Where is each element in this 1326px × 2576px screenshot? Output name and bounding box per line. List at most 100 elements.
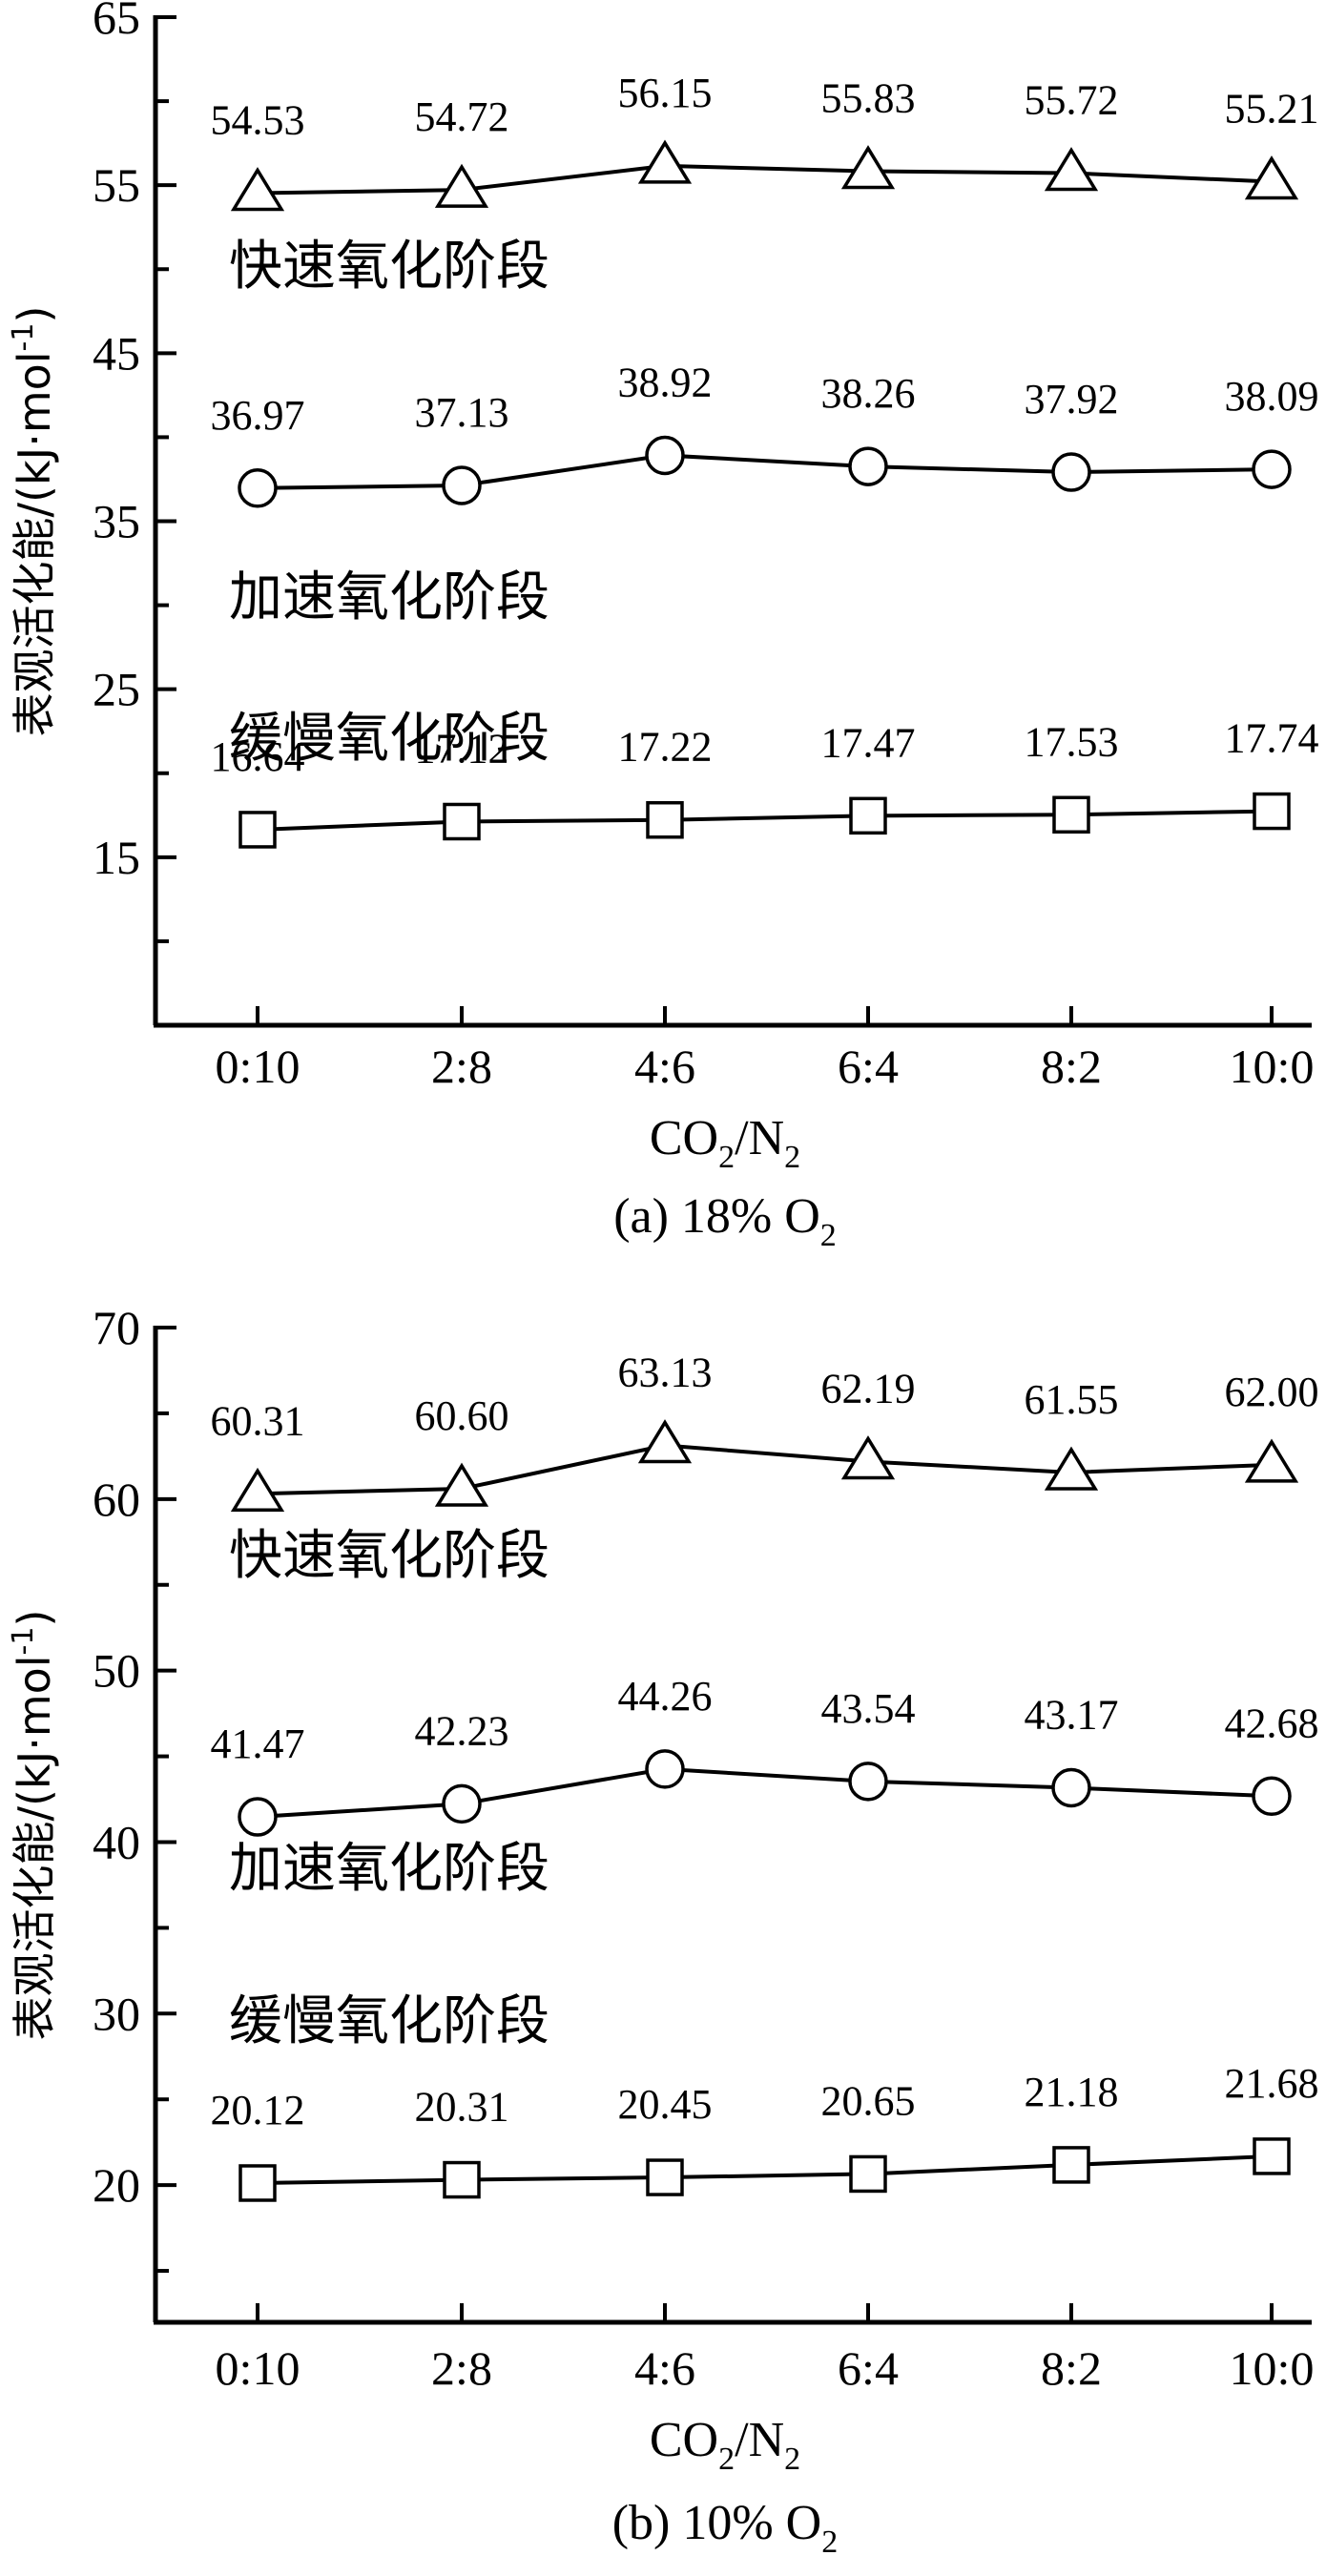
data-label: 21.68	[1225, 2060, 1319, 2107]
chart-panel-a: 15 25 35 45 55 65 0:10 2:8 4:6 6:4 8:2 10:0 表观活化能/(k…	[7, 0, 1319, 1253]
y-axis-label: 表观活化能/(kJ·mol-1)	[7, 306, 60, 737]
series-name-label: 缓慢氧化阶段	[229, 1990, 549, 2052]
square-marker	[1253, 792, 1291, 831]
y-tick-label: 20	[93, 2158, 140, 2212]
triangle-marker	[230, 167, 285, 212]
chart-a: 15 25 35 45 55 65 0:10 2:8 4:6 6:4 8:2 10:0 表观活化能/(k…	[7, 0, 1319, 1253]
data-label: 38.92	[618, 359, 713, 405]
data-label: 42.23	[415, 1707, 509, 1754]
data-label: 20.31	[415, 2084, 509, 2131]
data-label: 36.97	[211, 392, 305, 439]
series-line	[257, 163, 1273, 196]
x-tick-label: 4:6	[634, 1040, 695, 1093]
circle-marker	[238, 1797, 278, 1837]
series-name-label: 加速氧化阶段	[229, 1838, 549, 1900]
data-label: 54.72	[415, 93, 509, 140]
square-marker	[238, 811, 277, 849]
triangle-marker	[840, 145, 896, 190]
data-label: 21.18	[1025, 2069, 1119, 2115]
data-label: 63.13	[618, 1350, 713, 1396]
y-tick-label: 60	[93, 1473, 140, 1526]
square-marker	[849, 2154, 887, 2194]
y-tick-label: 55	[93, 158, 140, 212]
x-tick-label: 6:4	[838, 1040, 899, 1093]
series-name-label: 加速氧化阶段	[229, 567, 549, 629]
square-marker	[849, 796, 887, 835]
square-marker	[646, 2158, 684, 2196]
series-line	[257, 809, 1273, 832]
triangle-marker	[1044, 147, 1099, 192]
panel-caption: (b) 10% O2	[612, 2496, 839, 2560]
data-label: 55.72	[1025, 76, 1119, 123]
data-label: 17.22	[618, 724, 713, 771]
data-label: 38.09	[1225, 373, 1319, 420]
triangle-marker	[637, 1419, 693, 1464]
data-label: 44.26	[618, 1673, 713, 1720]
circle-marker	[1252, 1776, 1292, 1817]
data-label: 17.47	[821, 719, 916, 766]
y-tick-label: 50	[93, 1644, 140, 1698]
data-label: 17.12	[415, 725, 509, 772]
square-marker	[1052, 2146, 1090, 2184]
data-label: 20.12	[211, 2087, 305, 2133]
series-name-label: 快速氧化阶段	[229, 236, 549, 298]
data-label: 17.74	[1225, 715, 1319, 762]
x-axis-label: CO2/N2	[650, 2413, 800, 2477]
x-axis-label: CO2/N2	[650, 1111, 800, 1175]
triangle-marker	[230, 1467, 285, 1513]
chart-panel-b: 20 30 40 50 60 70 0:10 2:8 4:6 6:4 8:2 10:0 表观活化能/(k…	[0, 1288, 1326, 2575]
square-marker	[238, 2164, 277, 2202]
x-tick-label: 0:10	[216, 2341, 300, 2395]
triangle-marker	[1244, 1438, 1299, 1483]
data-label: 43.17	[1025, 1691, 1119, 1738]
data-label: 42.68	[1225, 1700, 1319, 1746]
y-axis-label: 表观活化能/(kJ·mol-1)	[7, 1610, 60, 2041]
data-label: 38.26	[821, 370, 916, 417]
circle-marker	[1051, 452, 1091, 492]
series-name-label: 快速氧化阶段	[229, 1525, 549, 1587]
y-tick-label: 30	[93, 1987, 140, 2040]
y-tick-label: 25	[93, 663, 140, 716]
data-label: 56.15	[618, 70, 713, 116]
triangle-marker	[434, 163, 489, 208]
data-label: 60.60	[415, 1392, 509, 1439]
x-tick-label: 0:10	[216, 1040, 300, 1093]
x-tick-label: 2:8	[431, 1040, 492, 1093]
triangle-marker	[637, 139, 693, 184]
circle-marker	[645, 435, 685, 476]
data-label: 43.54	[821, 1685, 916, 1732]
y-tick-label: 15	[93, 831, 140, 884]
x-tick-label: 4:6	[634, 2341, 695, 2395]
square-marker	[443, 2160, 481, 2199]
square-marker	[646, 800, 684, 839]
triangle-marker	[1244, 155, 1299, 200]
circle-marker	[645, 1749, 685, 1789]
data-label: 62.00	[1225, 1369, 1319, 1415]
series-line	[257, 2154, 1273, 2185]
data-label: 55.83	[821, 75, 916, 122]
y-tick-label: 40	[93, 1815, 140, 1868]
circle-marker	[442, 1783, 482, 1824]
y-tick-label: 65	[93, 0, 140, 44]
data-label: 20.65	[821, 2077, 916, 2124]
data-label: 54.53	[211, 96, 305, 143]
x-tick-label: 2:8	[431, 2341, 492, 2395]
data-label: 17.53	[1025, 718, 1119, 765]
triangle-marker	[1044, 1446, 1099, 1491]
chart-b: 20 30 40 50 60 70 0:10 2:8 4:6 6:4 8:2 10:0 表观活化能/(k…	[7, 1301, 1319, 2560]
square-marker	[1052, 795, 1090, 835]
circle-marker	[238, 468, 278, 508]
data-label: 37.13	[415, 389, 509, 436]
panel-caption: (a) 18% O2	[613, 1189, 837, 1253]
series-line	[257, 453, 1273, 490]
x-tick-label: 10:0	[1230, 2341, 1315, 2395]
data-label: 60.31	[211, 1397, 305, 1444]
circle-marker	[1252, 449, 1292, 489]
series-line	[257, 1443, 1273, 1496]
data-label: 41.47	[211, 1721, 305, 1767]
x-tick-label: 10:0	[1230, 1040, 1315, 1093]
y-tick-label: 45	[93, 326, 140, 380]
series-line	[257, 1766, 1273, 1820]
data-label: 61.55	[1025, 1376, 1119, 1423]
data-label: 62.19	[821, 1365, 916, 1412]
